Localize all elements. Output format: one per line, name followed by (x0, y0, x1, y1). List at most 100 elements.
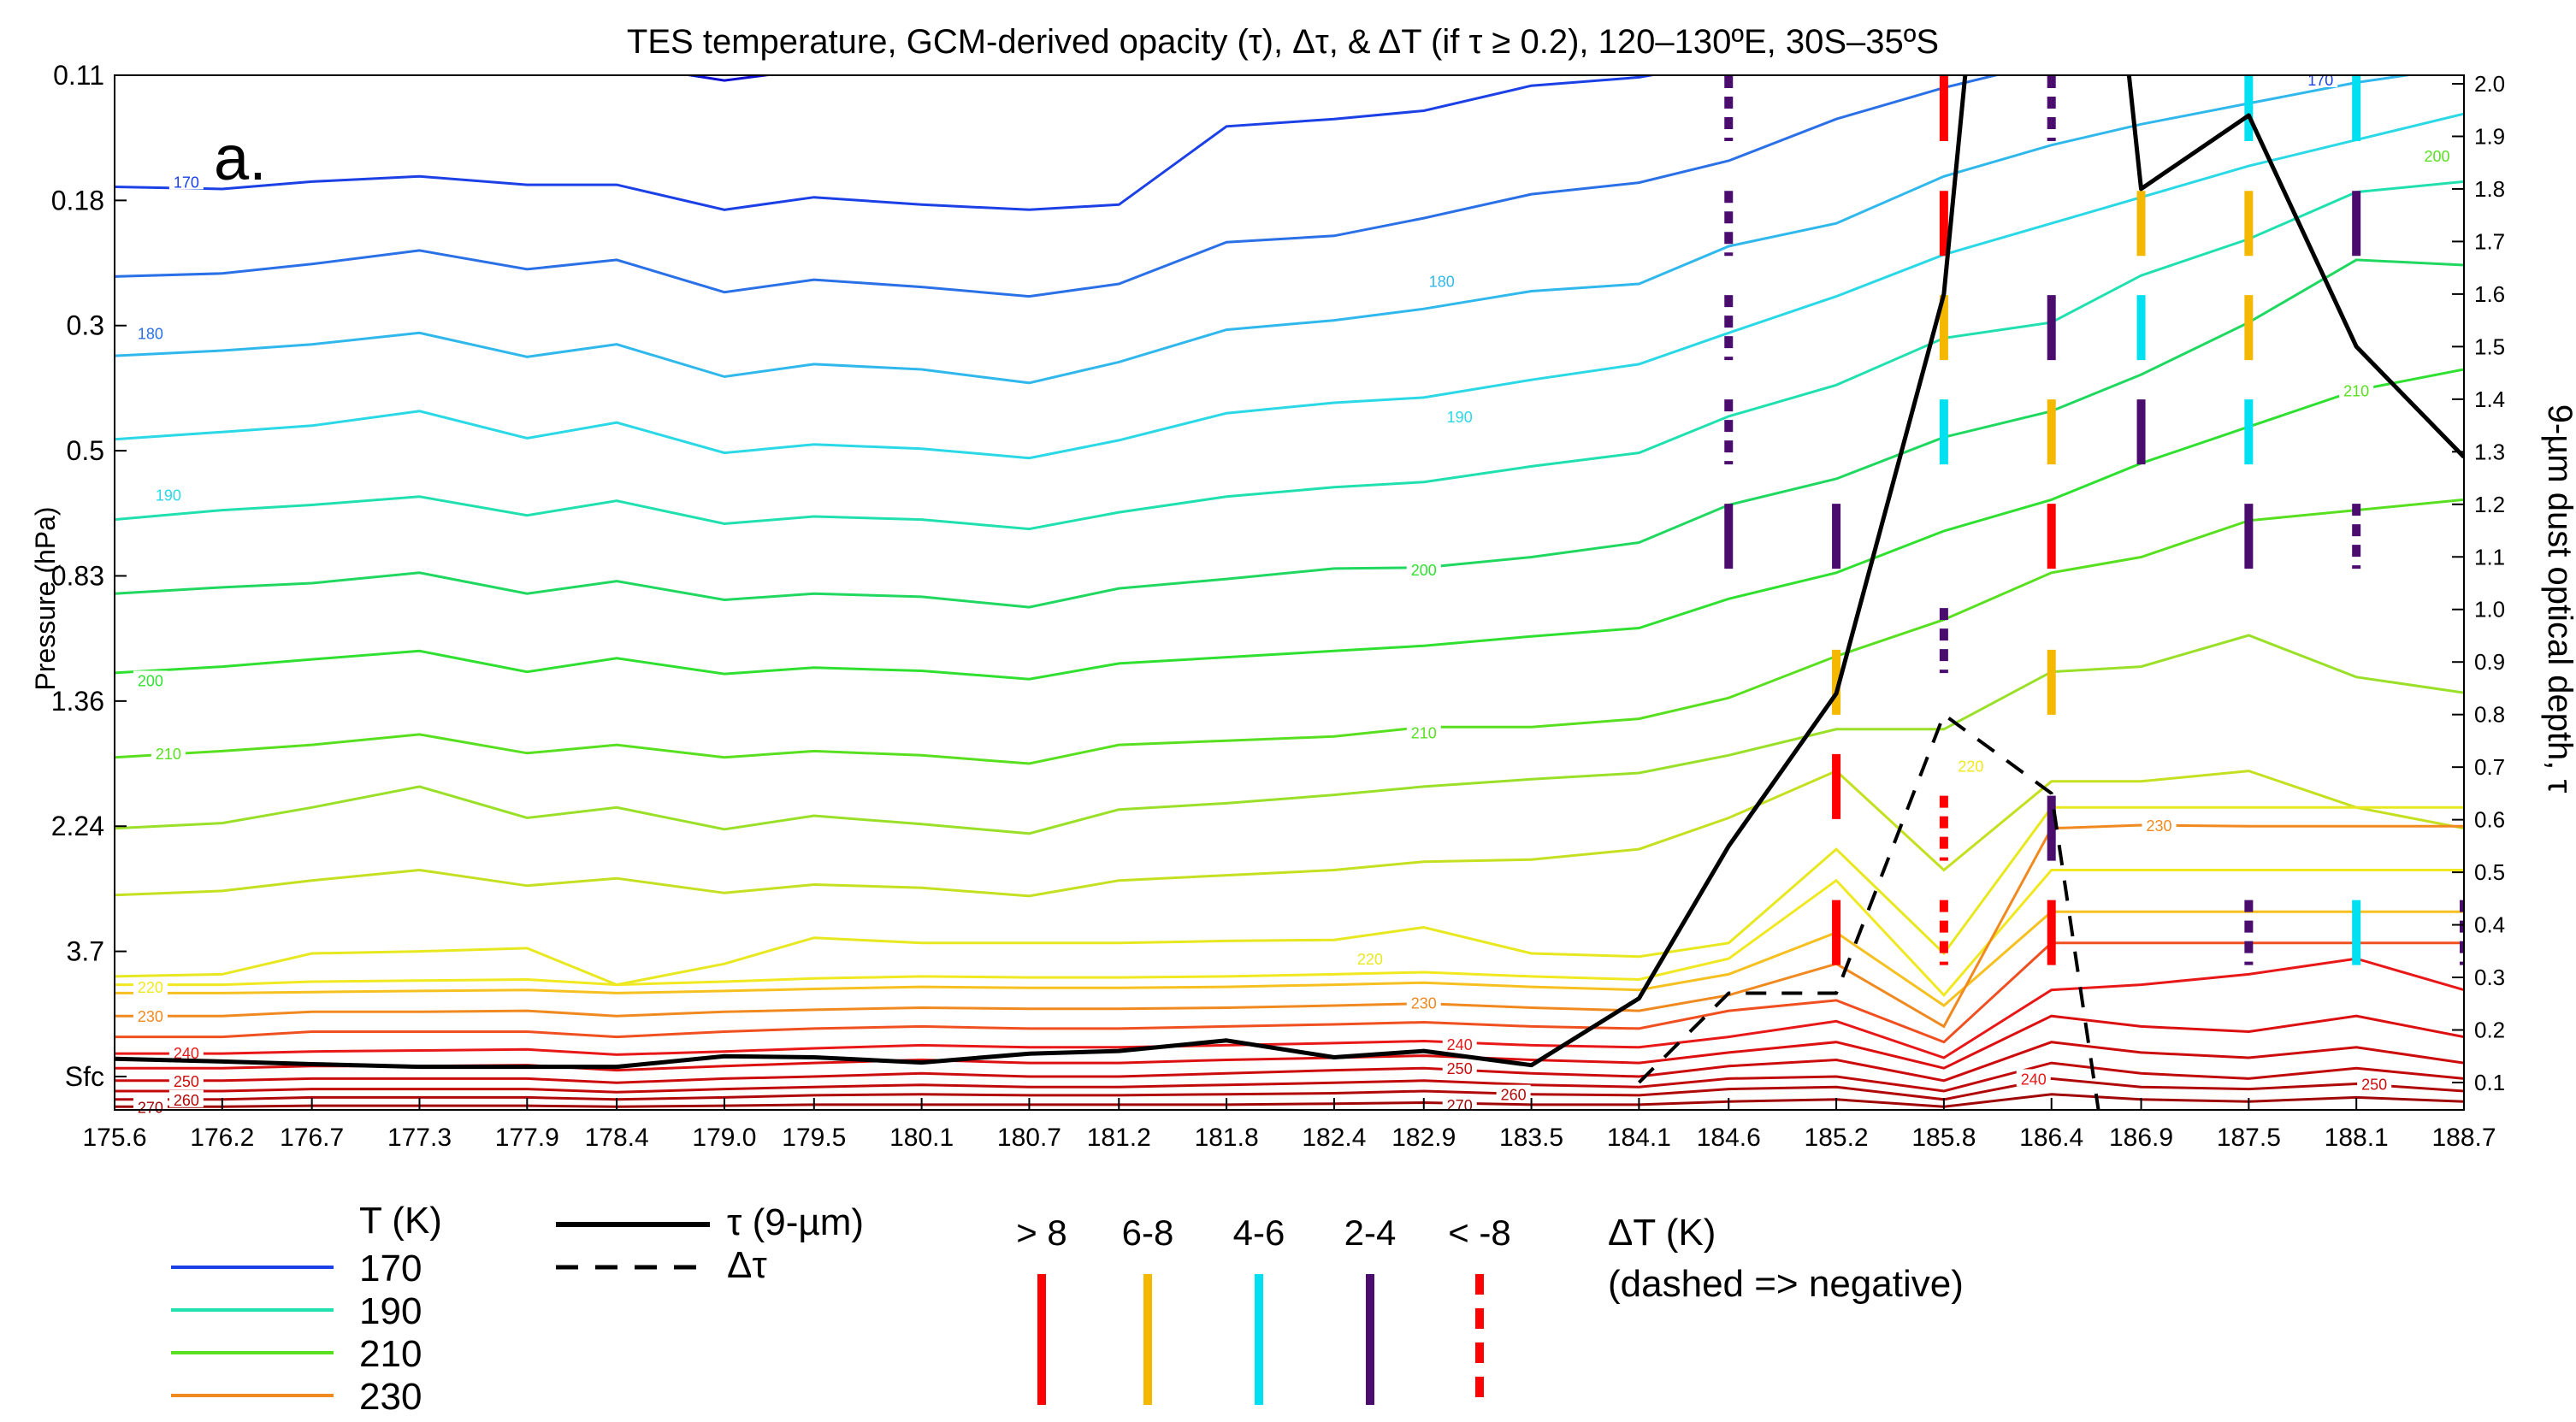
legend-t-label: 230 (359, 1376, 422, 1418)
contour-label-bg (2339, 381, 2374, 398)
contour-label-bg (2303, 69, 2338, 87)
delta-tau-line (1637, 712, 2100, 1110)
x-tick-label: 180.1 (889, 1124, 954, 1152)
contour-label-bg (151, 485, 186, 503)
y2-tick-label: 1.2 (2474, 492, 2505, 517)
contour-label-bg (2016, 1069, 2051, 1087)
contour-195 (115, 180, 2464, 531)
contour-labels: 170 170 180 180 190 190 200 200 200 210 210 210 220 2… (133, 69, 2455, 1116)
x-tick-label: 184.1 (1607, 1124, 1671, 1152)
legend-t-label: 190 (359, 1290, 422, 1332)
panel-label: a. (214, 122, 267, 193)
contour-185 (115, 75, 2416, 385)
contour-210 (115, 498, 2464, 765)
y2-tick-label: 0.4 (2474, 912, 2505, 938)
x-tick-label: 178.4 (585, 1124, 649, 1152)
temperature-contours (115, 75, 2464, 1108)
legend-dt-note: (dashed => negative) (1608, 1263, 1964, 1305)
contour-label: 180 (138, 325, 163, 342)
y2-tick-label: 1.6 (2474, 281, 2505, 307)
x-tick-label: 183.5 (1499, 1124, 1563, 1152)
contour-label: 230 (2146, 817, 2171, 835)
y2-tick-label: 1.9 (2474, 123, 2505, 149)
contour-label: 240 (2021, 1071, 2047, 1088)
contour-label: 210 (2343, 382, 2369, 399)
contour-label: 270 (1447, 1097, 1473, 1114)
contour-label: 180 (1429, 273, 1455, 290)
y2-tick-label: 1.7 (2474, 228, 2505, 254)
contour-label: 190 (156, 487, 181, 504)
y-tick-label: 1.36 (51, 686, 104, 717)
x-axis: 175.6 176.2 176.7 177.3 177.9 178.4 179.0 179.5… (82, 1098, 2496, 1152)
contour-label: 200 (2425, 148, 2450, 165)
contour-label: 250 (1447, 1060, 1473, 1077)
y2-tick-label: 1.5 (2474, 333, 2505, 359)
contour-label-bg (1953, 756, 1988, 774)
contour-label-bg (151, 743, 186, 761)
contour-label-bg (1442, 1035, 1477, 1053)
contour-label-bg (168, 1071, 204, 1089)
contour-label-bg (2357, 1074, 2392, 1092)
contour-label: 220 (1958, 758, 1983, 775)
contour-label: 210 (156, 746, 181, 763)
contour-215 (115, 634, 2464, 835)
legend-tau-label: τ (9-µm) (727, 1201, 864, 1243)
y-axis-optical-depth: 2.0 1.9 1.8 1.7 1.6 1.5 1.4 1.3 1.2 1.1 1.0 0.9 0.8 0… (2452, 71, 2505, 1095)
contour-label-bg (1406, 723, 1441, 741)
x-tick-label: 184.6 (1697, 1124, 1761, 1152)
contour-label-bg (2419, 145, 2455, 163)
legend-t-title: T (K) (359, 1200, 442, 1242)
contour-label-bg (1442, 1095, 1477, 1112)
y-tick-label: 0.18 (51, 185, 104, 215)
y-tick-label: 2.24 (51, 811, 104, 841)
tau-series (115, 75, 2464, 1110)
contour-220 (115, 769, 2464, 898)
contour-190 (115, 112, 2464, 460)
x-tick-label: 176.7 (280, 1124, 344, 1152)
x-tick-label: 186.4 (2019, 1124, 2083, 1152)
contour-label-bg (133, 323, 168, 341)
y2-tick-label: 0.3 (2474, 965, 2505, 990)
contour-200 (115, 258, 2464, 609)
y-axis-pressure: 0.11 0.18 0.3 0.5 0.83 1.36 2.24 3.7 Sfc (51, 60, 127, 1092)
contour-175 (115, 75, 1658, 211)
chart-title: TES temperature, GCM-derived opacity (τ)… (627, 23, 1939, 61)
contour-label-bg (1406, 993, 1441, 1011)
contour-226 (115, 910, 2464, 1007)
y2-tick-label: 2.0 (2474, 71, 2505, 97)
x-tick-label: 175.6 (82, 1124, 146, 1152)
contour-label: 200 (138, 672, 163, 689)
contour-label-bg (168, 1042, 204, 1060)
x-tick-label: 179.5 (782, 1124, 846, 1152)
legend-dt-label: > 8 (1016, 1213, 1067, 1253)
contour-205 (115, 368, 2464, 681)
x-tick-label: 187.5 (2217, 1124, 2281, 1152)
y2-tick-label: 0.1 (2474, 1070, 2505, 1095)
y2-tick-label: 1.4 (2474, 386, 2505, 412)
contour-label-bg (168, 172, 204, 190)
y2-tick-label: 1.0 (2474, 597, 2505, 622)
contour-224 (115, 869, 2464, 998)
x-tick-label: 185.2 (1805, 1124, 1869, 1152)
legend-dt-label: 4-6 (1233, 1213, 1285, 1253)
legend-t-label: 170 (359, 1248, 422, 1289)
x-tick-label: 177.9 (495, 1124, 559, 1152)
tau-line (115, 75, 2464, 1070)
contour-label: 190 (1447, 409, 1473, 426)
y2-tick-label: 0.2 (2474, 1018, 2505, 1043)
contour-label: 250 (2361, 1077, 2387, 1094)
y-tick-label: 0.3 (67, 310, 104, 341)
y2-tick-label: 1.1 (2474, 544, 2505, 569)
contour-label-bg (1406, 560, 1441, 578)
legend-delta-t: > 8 6-8 4-6 2-4 < -8 (1016, 1213, 1511, 1405)
y-tick-label: 0.83 (51, 560, 104, 591)
x-tick-label: 179.0 (692, 1124, 756, 1152)
contour-label: 230 (138, 1008, 163, 1025)
contour-230 (115, 823, 2464, 1029)
y-tick-label: Sfc (65, 1061, 104, 1092)
contour-label-bg (1496, 1084, 1531, 1102)
y2-tick-label: 0.7 (2474, 754, 2505, 780)
